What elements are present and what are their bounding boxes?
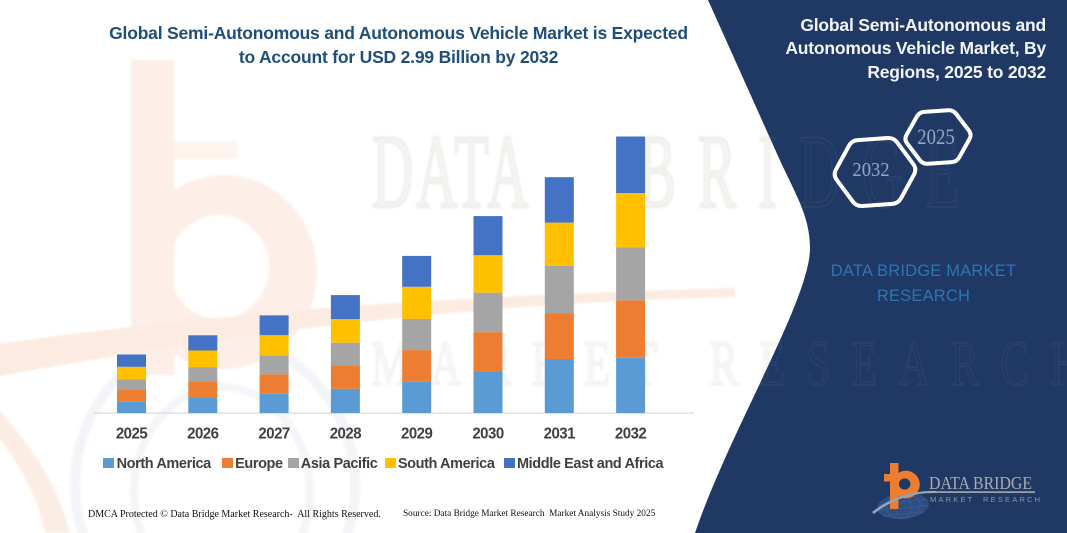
svg-text:DATA: DATA (372, 114, 531, 231)
